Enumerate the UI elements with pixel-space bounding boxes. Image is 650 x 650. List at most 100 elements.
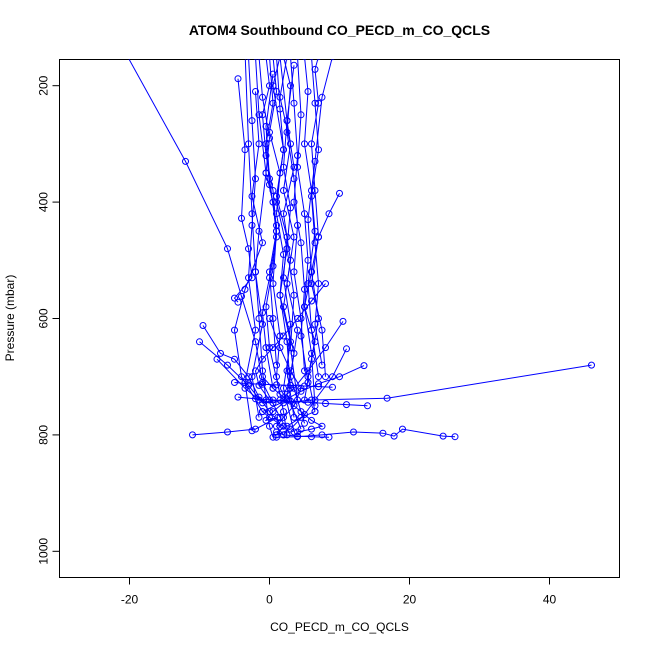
series-line <box>268 59 291 389</box>
data-point <box>262 152 270 159</box>
data-point <box>273 433 280 441</box>
data-point <box>318 431 326 439</box>
series-line <box>310 59 326 377</box>
data-point <box>339 317 347 325</box>
series-line <box>303 193 340 412</box>
data-point <box>273 198 280 206</box>
data-point <box>308 140 315 148</box>
y-tick-label: 200 <box>37 75 51 95</box>
data-point <box>255 111 263 119</box>
data-point <box>294 432 301 440</box>
data-point <box>266 408 273 416</box>
series-line <box>192 364 592 436</box>
data-point <box>276 344 284 352</box>
data-point <box>318 422 326 430</box>
data-point <box>241 146 249 154</box>
series-line <box>254 283 326 401</box>
data-point <box>213 355 221 363</box>
data-point <box>269 384 277 392</box>
data-point <box>276 291 284 299</box>
data-point <box>283 396 291 404</box>
data-point <box>238 214 245 222</box>
data-point <box>255 140 263 148</box>
data-point <box>290 233 298 241</box>
data-point <box>259 355 266 363</box>
plot-frame <box>59 59 620 578</box>
data-point <box>297 408 305 416</box>
data-point <box>245 245 252 253</box>
data-point <box>231 355 238 363</box>
series-line <box>272 59 295 433</box>
data-point <box>325 433 333 441</box>
series-line <box>233 78 253 303</box>
data-point <box>350 428 357 436</box>
data-point <box>297 111 305 119</box>
data-point <box>287 397 294 405</box>
series-line <box>244 59 257 431</box>
data-point <box>242 48 248 54</box>
data-point <box>273 422 280 430</box>
data-point <box>309 59 314 61</box>
data-point <box>280 210 287 218</box>
series-30 <box>252 280 329 404</box>
data-point <box>274 59 279 61</box>
data-point <box>238 292 245 300</box>
data-point <box>257 59 261 61</box>
series-line <box>265 74 288 435</box>
data-point <box>241 285 249 293</box>
data-point <box>588 361 595 369</box>
data-point <box>301 210 308 218</box>
data-point <box>248 373 256 381</box>
series-15 <box>281 59 308 375</box>
data-point <box>283 422 291 430</box>
data-point <box>238 373 245 381</box>
data-point <box>269 262 277 270</box>
y-axis-label: Pressure (mbar) <box>3 275 17 362</box>
data-point <box>123 51 129 57</box>
data-point <box>234 298 242 306</box>
series-line <box>265 59 281 395</box>
data-point <box>287 82 294 90</box>
data-point <box>276 93 284 101</box>
data-point <box>336 189 343 197</box>
data-point <box>315 146 322 154</box>
data-point <box>264 59 268 61</box>
data-point <box>259 408 266 416</box>
y-tick-label: 400 <box>37 192 51 212</box>
data-point <box>241 379 249 386</box>
data-point <box>329 383 336 391</box>
x-tick-label: 0 <box>266 593 273 607</box>
data-point <box>231 379 238 386</box>
data-point <box>297 239 305 247</box>
data-point <box>283 117 291 125</box>
data-point <box>325 210 333 218</box>
data-point <box>308 355 315 363</box>
data-point <box>287 381 294 389</box>
data-point <box>252 326 259 334</box>
y-tick-label: 800 <box>37 425 51 445</box>
data-point <box>248 427 256 435</box>
data-point <box>318 93 326 101</box>
data-point <box>280 431 287 439</box>
data-point <box>322 400 329 407</box>
data-point <box>294 315 301 322</box>
data-point <box>259 373 266 381</box>
data-point <box>262 303 270 311</box>
data-point <box>281 59 286 61</box>
series-line <box>244 59 274 438</box>
data-point <box>252 175 259 183</box>
data-point <box>280 187 287 194</box>
data-point <box>269 187 277 194</box>
data-point <box>304 373 312 381</box>
data-point <box>308 280 315 288</box>
data-point <box>273 227 280 235</box>
data-point <box>383 394 391 402</box>
data-point <box>273 373 280 381</box>
data-point <box>269 280 277 288</box>
data-point <box>252 268 259 276</box>
data-point <box>269 82 277 90</box>
data-point <box>360 362 368 370</box>
data-point <box>224 428 231 436</box>
data-point <box>315 383 322 391</box>
